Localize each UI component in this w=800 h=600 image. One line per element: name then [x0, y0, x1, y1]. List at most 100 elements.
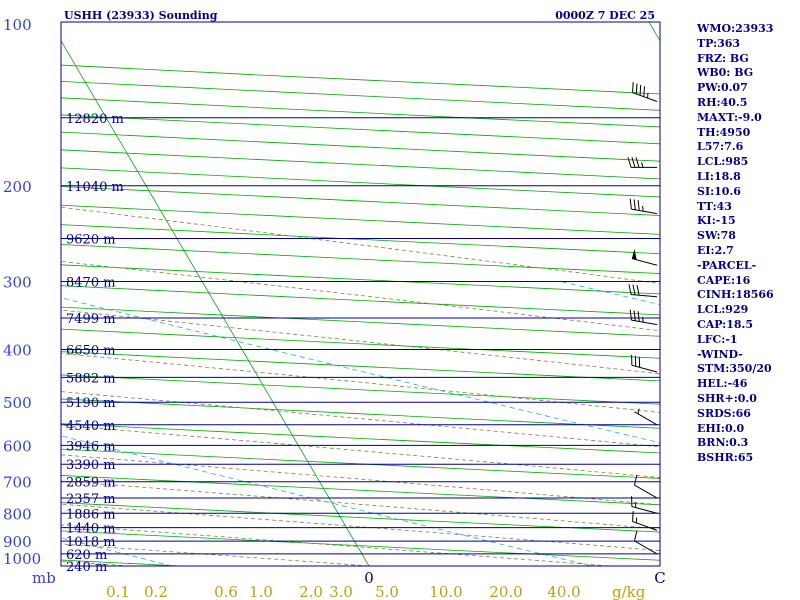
index-item: CAPE:16 — [697, 273, 751, 287]
wind-barb-feather — [639, 84, 642, 96]
index-item: RH:40.5 — [697, 95, 748, 109]
dry-adiabat-line — [61, 374, 660, 405]
height-label: 3390 m — [66, 458, 116, 473]
mixing-ratio-tick-label: 0.2 — [144, 583, 168, 600]
index-item: -PARCEL- — [697, 258, 757, 272]
height-label: 2859 m — [66, 476, 116, 491]
height-label: 4540 m — [66, 419, 116, 434]
wind-barb-feather — [628, 284, 632, 295]
pressure-tick-label: 700 — [3, 474, 32, 492]
wind-barb-staff — [631, 208, 658, 215]
pressure-tick-label: 100 — [3, 16, 32, 34]
moist-adiabat-line — [61, 524, 609, 566]
wind-barb-staff — [634, 411, 658, 426]
height-label: 1886 m — [66, 507, 116, 522]
mixing-ratio-tick-label: 20.0 — [489, 583, 522, 600]
wind-barb-feather — [627, 157, 632, 168]
axis-labels: 1002003004005006007008009001000mb-50-40-… — [3, 16, 666, 600]
chart-title: USHH (23933) Sounding — [64, 9, 218, 22]
index-item: CAP:18.5 — [697, 317, 754, 331]
wind-barb — [633, 474, 658, 499]
height-label: 7499 m — [66, 312, 116, 327]
dry-adiabat-line — [61, 306, 660, 337]
dry-adiabat-line — [61, 530, 660, 561]
index-item: BRN:0.3 — [697, 436, 749, 450]
pressure-tick-label: 900 — [3, 533, 32, 551]
height-label: 5882 m — [66, 371, 116, 386]
moist-adiabat-line — [61, 503, 660, 551]
wind-barb-half-feather — [637, 408, 640, 414]
dry-adiabat-line — [61, 423, 660, 454]
index-item: STM:350/20 — [697, 362, 772, 376]
wind-barb — [633, 530, 658, 555]
wind-barb-staff — [631, 364, 658, 373]
dry-adiabat-line — [61, 244, 660, 274]
wind-barb — [629, 309, 658, 326]
index-item: KI:-15 — [697, 214, 736, 228]
wind-barb-feather — [631, 157, 636, 168]
dry-adiabat-line — [61, 448, 660, 479]
wind-barb — [632, 511, 658, 531]
index-item: SRDS:66 — [697, 406, 751, 420]
wind-barb-staff — [632, 92, 658, 102]
wind-barb-staff — [632, 521, 658, 531]
mixing-ratio-line — [61, 297, 660, 444]
dry-adiabat-line — [61, 328, 660, 359]
wind-barb-half-feather — [642, 316, 644, 323]
wind-barb-feather — [632, 284, 636, 295]
dry-adiabat-line — [61, 398, 660, 429]
wind-barb-staff — [631, 506, 658, 514]
wind-barb-feather — [629, 198, 632, 210]
dry-adiabat-line — [61, 167, 660, 198]
mixing-ratio-tick-label: 2.0 — [299, 583, 323, 600]
wind-barb-staff — [631, 319, 658, 326]
wind-barb-feather — [635, 83, 638, 94]
temperature-axis-label: C — [654, 569, 665, 587]
mixing-ratio-tick-label: 5.0 — [375, 583, 399, 600]
index-item: WMO:23933 — [697, 22, 774, 35]
pressure-tick-label: 1000 — [3, 550, 41, 568]
dry-adiabat-line — [61, 149, 660, 180]
plot-frame — [60, 21, 661, 567]
wind-barb-half-feather — [642, 205, 644, 212]
chart-datetime: 0000Z 7 DEC 25 — [555, 9, 655, 22]
height-label: 1018 m — [66, 535, 116, 550]
wind-barb-feather — [632, 511, 634, 522]
index-item: SHR+:0.0 — [697, 391, 757, 405]
index-item: TH:4950 — [697, 125, 751, 139]
wind-barb-feather — [637, 200, 640, 211]
wind-barb-staff — [631, 294, 658, 298]
index-item: LCL:929 — [697, 303, 749, 317]
mixing-ratio-tick-label: 0.1 — [106, 583, 130, 600]
wind-barb-half-feather — [641, 162, 644, 168]
wind-barb-feather — [633, 199, 636, 210]
wind-barb-feather — [632, 82, 634, 93]
wind-barb-feather — [633, 530, 638, 541]
dry-adiabat-line — [61, 97, 660, 128]
dry-adiabat-line — [61, 502, 660, 533]
pressure-tick-label: 200 — [3, 178, 32, 196]
index-item: EHI:0.0 — [697, 421, 745, 435]
wind-barb — [632, 82, 658, 102]
wind-barb-feather — [633, 474, 638, 486]
wind-barb — [627, 157, 657, 168]
height-label: 1440 m — [66, 522, 116, 537]
dry-adiabat-line — [61, 204, 660, 235]
pressure-tick-label: 300 — [3, 274, 32, 292]
height-labels: 12820 m 11040 m 9620 m 8470 m 7499 m 6650 m 58… — [66, 112, 124, 575]
dry-adiabat-line — [61, 114, 660, 145]
index-item: CINH:18566 — [697, 288, 774, 302]
dry-adiabat-line — [61, 64, 660, 95]
dry-adiabat-line — [61, 475, 660, 506]
index-item: -WIND- — [697, 347, 743, 361]
dry-adiabat-line — [61, 264, 660, 295]
mixing-ratio-tick-label: 3.0 — [329, 583, 353, 600]
index-item: LFC:-1 — [697, 332, 738, 346]
moist-adiabat-line — [61, 260, 660, 332]
height-label: 5190 m — [66, 396, 116, 411]
height-label: 2357 m — [66, 492, 116, 507]
temperature-tick-label: 0 — [364, 569, 374, 587]
height-label: 240 m — [66, 560, 107, 575]
mixing-ratio-tick-label: 0.6 — [214, 583, 238, 600]
